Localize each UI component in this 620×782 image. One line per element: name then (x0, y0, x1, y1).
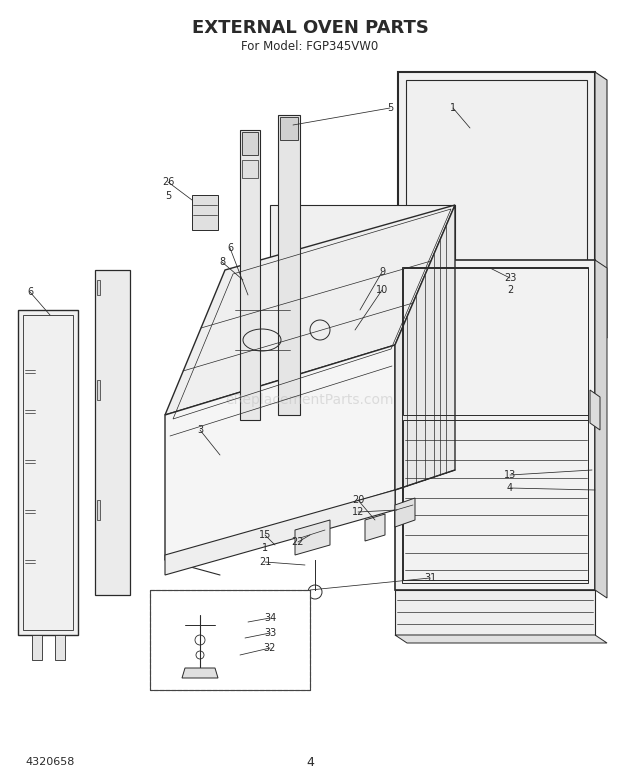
Text: 1: 1 (262, 543, 268, 553)
Polygon shape (97, 280, 100, 295)
Text: 5: 5 (165, 191, 171, 201)
Polygon shape (242, 132, 258, 155)
Text: eReplacementParts.com: eReplacementParts.com (226, 393, 394, 407)
Text: 2: 2 (507, 285, 513, 295)
Polygon shape (242, 160, 258, 178)
Text: 3: 3 (197, 425, 203, 435)
Text: EXTERNAL OVEN PARTS: EXTERNAL OVEN PARTS (192, 19, 428, 37)
Text: 4320658: 4320658 (25, 757, 74, 767)
Text: 22: 22 (292, 537, 304, 547)
Text: 13: 13 (504, 470, 516, 480)
Text: 4: 4 (306, 755, 314, 769)
Text: 33: 33 (264, 628, 276, 638)
Polygon shape (165, 345, 395, 560)
Polygon shape (395, 590, 595, 635)
Polygon shape (270, 205, 455, 415)
Text: 10: 10 (376, 285, 388, 295)
Polygon shape (18, 310, 78, 635)
Text: 12: 12 (352, 507, 364, 517)
Polygon shape (97, 500, 100, 520)
Text: 9: 9 (379, 267, 385, 277)
Polygon shape (97, 380, 100, 400)
Text: For Model: FGP345VW0: For Model: FGP345VW0 (241, 40, 379, 52)
Polygon shape (278, 115, 300, 415)
Text: 20: 20 (352, 495, 364, 505)
Polygon shape (150, 590, 310, 690)
Polygon shape (595, 260, 607, 598)
Text: 1: 1 (450, 103, 456, 113)
Polygon shape (165, 490, 395, 575)
Polygon shape (590, 390, 600, 430)
Text: 4: 4 (507, 483, 513, 493)
Polygon shape (95, 270, 130, 595)
Polygon shape (395, 635, 607, 643)
Polygon shape (595, 72, 607, 338)
Text: 8: 8 (219, 257, 225, 267)
Polygon shape (395, 205, 455, 490)
Text: 32: 32 (264, 643, 276, 653)
Polygon shape (365, 514, 385, 541)
Text: 26: 26 (162, 177, 174, 187)
Polygon shape (398, 330, 607, 338)
Polygon shape (235, 290, 290, 380)
Polygon shape (295, 520, 330, 555)
Text: 15: 15 (259, 530, 271, 540)
Polygon shape (55, 635, 65, 660)
Polygon shape (395, 260, 595, 590)
Polygon shape (240, 130, 260, 420)
Text: 34: 34 (264, 613, 276, 623)
Text: 21: 21 (259, 557, 271, 567)
Text: 6: 6 (27, 287, 33, 297)
Polygon shape (398, 72, 595, 330)
Text: 23: 23 (504, 273, 516, 283)
Polygon shape (395, 498, 415, 527)
Polygon shape (165, 205, 455, 415)
Polygon shape (32, 635, 42, 660)
Polygon shape (192, 195, 218, 230)
Polygon shape (280, 117, 298, 140)
Text: 6: 6 (227, 243, 233, 253)
Text: 5: 5 (387, 103, 393, 113)
Text: 31: 31 (424, 573, 436, 583)
Polygon shape (182, 668, 218, 678)
